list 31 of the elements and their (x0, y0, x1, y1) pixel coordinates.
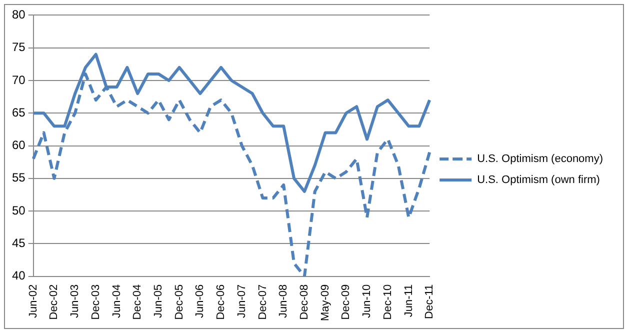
x-tick-label: Jun-11 (402, 284, 415, 318)
x-tick-label: May-09 (319, 284, 332, 322)
x-tick-label: Dec-08 (298, 284, 310, 320)
x-tick-label: Dec-03 (90, 284, 102, 320)
x-tick-label: Dec-05 (173, 284, 186, 320)
y-tick-label: 55 (12, 170, 26, 185)
legend-label: U.S. Optimism (economy) (477, 153, 604, 166)
y-tick-label: 65 (12, 105, 26, 120)
y-tick-label: 75 (12, 40, 26, 54)
x-tick-label: Dec-09 (340, 284, 352, 320)
x-tick-label: Jun-08 (278, 284, 290, 318)
y-tick-label: 50 (12, 203, 26, 218)
x-tick-label: Jun-07 (236, 284, 248, 318)
x-tick-label: Dec-11 (424, 284, 436, 319)
x-tick-label: Dec-06 (215, 284, 228, 320)
x-tick-label: Dec-04 (132, 284, 144, 320)
y-tick-label: 80 (12, 8, 26, 22)
x-tick-label: Dec-02 (48, 284, 60, 320)
y-tick-label: 45 (12, 236, 26, 250)
x-tick-label: Dec-07 (256, 284, 269, 320)
x-tick-label: Jun-03 (69, 284, 82, 318)
x-tick-label: Jun-02 (27, 284, 40, 318)
y-tick-label: 40 (12, 268, 26, 283)
y-tick-label: 70 (12, 72, 26, 87)
x-tick-label: Dec-10 (382, 284, 394, 320)
x-tick-label: Jun-04 (110, 284, 123, 318)
x-tick-label: Jun-06 (194, 284, 206, 318)
x-tick-label: Jun-05 (152, 284, 165, 318)
legend-label: U.S. Optimism (own firm) (477, 174, 600, 186)
y-tick-label: 60 (12, 138, 26, 152)
x-tick-label: Jun-10 (361, 284, 374, 318)
